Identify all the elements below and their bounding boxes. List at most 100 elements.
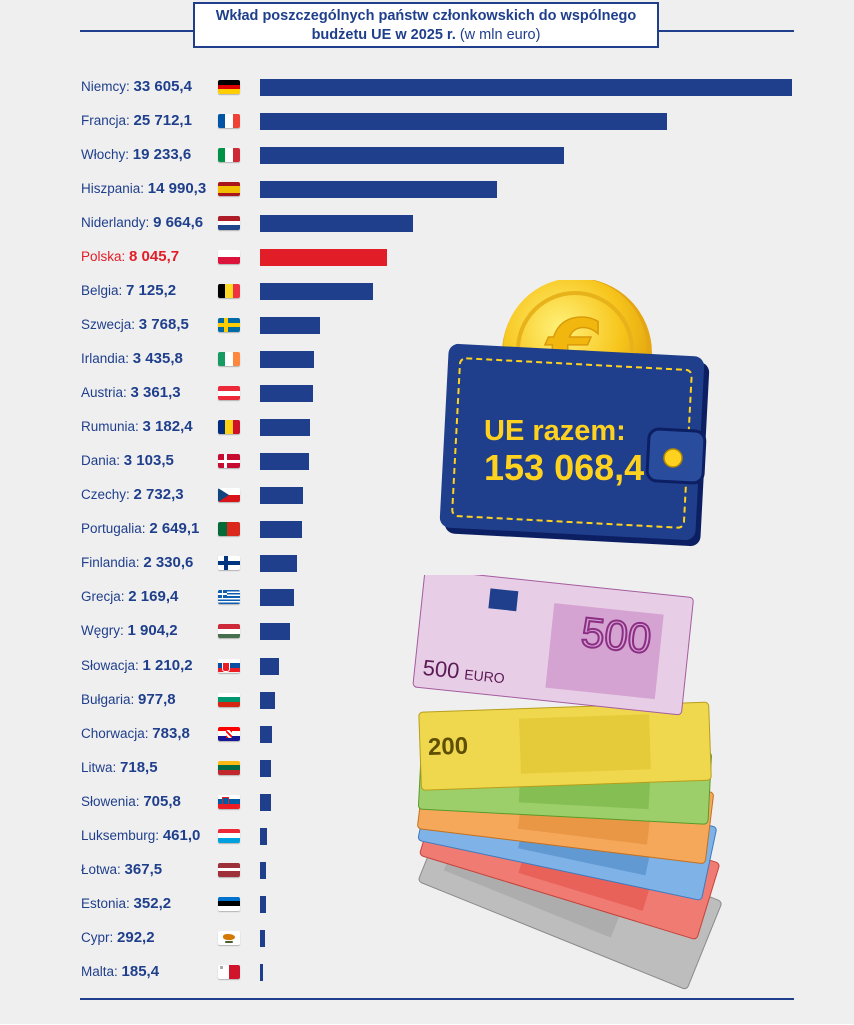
row-label: Austria: 3 361,3 — [81, 384, 181, 402]
cz-flag-icon — [218, 488, 240, 503]
row-label: Bułgaria: 977,8 — [81, 690, 176, 708]
bar-estonia — [260, 895, 266, 913]
category-label: Luksemburg — [81, 827, 156, 843]
svg-text:500: 500 — [579, 608, 654, 662]
bar-irlandia — [260, 351, 315, 369]
value-label: 1 210,2 — [142, 656, 193, 674]
row-label: Francja: 25 712,1 — [81, 112, 192, 130]
category-label: Malta — [81, 963, 115, 979]
value-label: 292,2 — [117, 928, 155, 946]
value-label: 9 664,6 — [153, 214, 204, 232]
value-label: 461,0 — [162, 826, 201, 844]
row-label: Dania: 3 103,5 — [81, 452, 174, 470]
category-label: Austria — [81, 385, 124, 401]
bg-flag-icon — [218, 692, 240, 707]
row-label: Litwa: 718,5 — [81, 758, 158, 776]
bar-słowacja — [260, 657, 280, 675]
row-label: Finlandia: 2 330,6 — [81, 554, 194, 572]
value-label: 3 182,4 — [142, 418, 193, 436]
bar-hiszpania — [260, 181, 498, 199]
value-label: 977,8 — [138, 690, 176, 708]
bar-belgia — [260, 283, 373, 301]
chart-title: Wkład poszczególnych państw członkowskic… — [193, 2, 659, 48]
de-flag-icon — [218, 80, 240, 94]
bar-grecja — [260, 589, 295, 607]
lt-flag-icon — [218, 760, 240, 775]
row-label: Cypr: 292,2 — [81, 928, 155, 946]
category-label: Węgry — [81, 623, 121, 639]
category-label: Hiszpania — [81, 181, 141, 197]
bar-łotwa — [260, 861, 266, 879]
row-label: Estonia: 352,2 — [81, 894, 172, 912]
banknote-500: 500 500 EURO — [412, 569, 694, 716]
value-label: 783,8 — [152, 724, 190, 742]
hu-flag-icon — [218, 624, 240, 639]
hr-flag-icon — [218, 726, 240, 741]
category-label: Irlandia — [81, 351, 126, 367]
ie-flag-icon — [218, 352, 240, 367]
bar-słowenia — [260, 793, 272, 811]
value-label: 367,5 — [124, 860, 163, 878]
category-label: Grecja — [81, 589, 121, 605]
chart-title-main: Wkład poszczególnych państw członkowskic… — [215, 8, 637, 43]
bar-węgry — [260, 623, 291, 641]
category-label: Dania — [81, 453, 117, 469]
row-label: Rumunia: 3 182,4 — [81, 418, 193, 436]
category-label: Finlandia — [81, 555, 136, 571]
wallet-body — [439, 343, 710, 547]
category-label: Estonia — [81, 895, 127, 911]
row-label: Hiszpania: 14 990,3 — [81, 180, 207, 198]
row-label: Niderlandy: 9 664,6 — [81, 214, 204, 232]
value-label: 185,4 — [121, 962, 160, 980]
value-label: 705,8 — [143, 792, 181, 810]
value-label: 2 649,1 — [149, 520, 200, 538]
category-label: Francja — [81, 113, 127, 129]
row-label: Malta: 185,4 — [81, 962, 160, 980]
row-label: Irlandia: 3 435,8 — [81, 350, 183, 368]
value-label: 3 435,8 — [132, 350, 183, 368]
bar-portugalia — [260, 521, 302, 539]
bar-rumunia — [260, 419, 311, 437]
sk-flag-icon — [218, 658, 240, 673]
wallet-icon: € UE razem: 153 068,4 — [439, 278, 710, 547]
nl-flag-icon — [218, 216, 240, 231]
value-label: 2 732,3 — [133, 486, 184, 504]
value-label: 8 045,7 — [129, 248, 180, 266]
value-label: 3 768,5 — [138, 316, 189, 334]
wallet-illustration: € UE razem: 153 068,4 — [430, 278, 720, 550]
se-flag-icon — [218, 318, 240, 333]
total-value: 153 068,4 — [484, 447, 644, 488]
lv-flag-icon — [218, 862, 240, 877]
value-label: 14 990,3 — [147, 180, 207, 198]
svg-text:EURO: EURO — [464, 666, 506, 686]
bar-francja — [260, 113, 668, 131]
row-label: Polska: 8 045,7 — [81, 248, 180, 266]
value-label: 1 904,2 — [127, 622, 178, 640]
bar-bułgaria — [260, 691, 276, 709]
category-label: Czechy — [81, 487, 127, 503]
value-label: 2 330,6 — [143, 554, 194, 572]
dk-flag-icon — [218, 454, 240, 469]
value-label: 3 103,5 — [123, 452, 174, 470]
svg-text:200: 200 — [428, 733, 469, 761]
bar-niderlandy — [260, 215, 413, 233]
value-label: 7 125,2 — [126, 282, 177, 300]
chart-title-unit: (w mln euro) — [459, 27, 541, 43]
category-label: Niderlandy — [81, 215, 146, 231]
category-label: Niemcy — [81, 79, 127, 94]
bar-malta — [260, 963, 263, 981]
value-label: 352,2 — [133, 894, 172, 912]
category-label: Słowacja — [81, 657, 136, 673]
mt-flag-icon — [218, 964, 240, 979]
ee-flag-icon — [218, 896, 240, 911]
fr-flag-icon — [218, 114, 240, 129]
cy-flag-icon — [218, 930, 240, 945]
svg-text:500: 500 — [422, 655, 461, 684]
banknotes-illustration: 5 10 20 50 100 200 — [400, 569, 730, 1020]
ro-flag-icon — [218, 420, 240, 435]
row-label: Szwecja: 3 768,5 — [81, 316, 189, 334]
at-flag-icon — [218, 386, 240, 401]
category-label: Słowenia — [81, 793, 136, 809]
category-label: Chorwacja — [81, 725, 145, 741]
category-label: Łotwa — [81, 861, 118, 877]
